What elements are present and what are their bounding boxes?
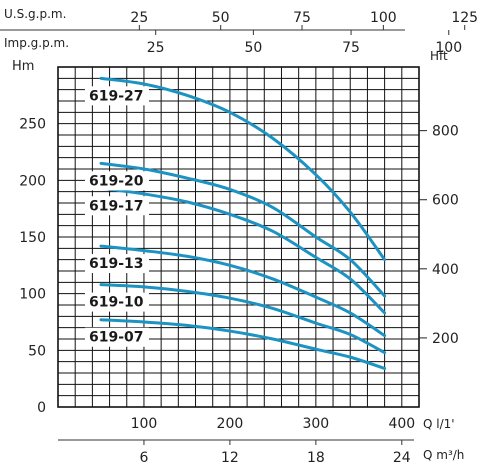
bottom-tick-label-m3h: 12 bbox=[221, 450, 239, 466]
top-tick-label-usgpm: 125 bbox=[451, 10, 478, 26]
curve-label-619-20: 619-20 bbox=[84, 171, 149, 191]
curve-619-27 bbox=[99, 76, 387, 262]
curve-label-text: 619-27 bbox=[89, 88, 144, 104]
curve-label-619-10: 619-10 bbox=[84, 292, 149, 312]
curve-619-13 bbox=[99, 244, 387, 338]
top-tick-label-impgpm: 50 bbox=[244, 40, 262, 56]
curves-layer bbox=[99, 76, 387, 370]
curve-label-box bbox=[84, 86, 149, 106]
top-tick-label-usgpm: 50 bbox=[212, 10, 230, 26]
curve-label-619-27: 619-27 bbox=[84, 86, 149, 106]
curve-label-text: 619-10 bbox=[89, 295, 144, 311]
y-tick-label: 200 bbox=[19, 173, 46, 189]
top-tick-label-usgpm: 25 bbox=[130, 10, 148, 26]
y-tick-label: 100 bbox=[19, 287, 46, 303]
curve-label-text: 619-20 bbox=[89, 173, 144, 189]
right-tick-label: 600 bbox=[432, 193, 459, 209]
curve-619-20 bbox=[99, 161, 387, 298]
curve-label-box bbox=[84, 196, 149, 216]
curve-label-box bbox=[84, 254, 149, 274]
curve-label-text: 619-17 bbox=[89, 198, 144, 214]
x-tick-label: 200 bbox=[217, 416, 244, 432]
plot-frame bbox=[57, 66, 420, 408]
curve-label-box bbox=[84, 292, 149, 312]
curve-619-10 bbox=[99, 283, 387, 355]
x-tick-label: 300 bbox=[302, 416, 329, 432]
curve-619-17 bbox=[99, 186, 387, 315]
y-tick-label: 50 bbox=[28, 343, 46, 359]
y-axis-label: Hm bbox=[12, 59, 34, 74]
bottom-axis-label-m3h: Q m³/h bbox=[423, 448, 464, 462]
y-tick-label: 0 bbox=[37, 400, 46, 416]
right-axis-label: Hft bbox=[430, 49, 448, 63]
right-tick-label: 400 bbox=[432, 262, 459, 278]
top-tick-label-impgpm: 100 bbox=[435, 40, 462, 56]
curve-label-619-13: 619-13 bbox=[84, 254, 149, 274]
right-tick-label: 200 bbox=[432, 331, 459, 347]
curve-label-text: 619-07 bbox=[89, 330, 144, 346]
bottom-tick-label-m3h: 18 bbox=[307, 450, 325, 466]
x-tick-label: 400 bbox=[388, 416, 415, 432]
curve-label-619-07: 619-07 bbox=[84, 327, 149, 347]
x-tick-label: 100 bbox=[131, 416, 158, 432]
curve-label-box bbox=[84, 171, 149, 191]
top-tick-label-usgpm: 75 bbox=[293, 10, 311, 26]
top-tick-label-impgpm: 75 bbox=[342, 40, 360, 56]
top-axis-label-usgpm: U.S.g.p.m. bbox=[4, 7, 66, 21]
y-tick-label: 250 bbox=[19, 117, 46, 133]
top-tick-label-impgpm: 25 bbox=[147, 40, 165, 56]
right-tick-label: 800 bbox=[432, 124, 459, 140]
x-axis-label: Q l/1' bbox=[423, 417, 455, 431]
bottom-tick-label-m3h: 6 bbox=[139, 450, 148, 466]
curve-label-619-17: 619-17 bbox=[84, 196, 149, 216]
curve-619-07 bbox=[99, 318, 387, 370]
axes-layer: Hm 0 50 100 150 200 250 Hft 200 400 600 800 U.S.g.p.… bbox=[0, 7, 478, 466]
bottom-tick-label-m3h: 24 bbox=[393, 450, 411, 466]
top-axis-label-impgpm: Imp.g.p.m. bbox=[4, 36, 69, 50]
curve-label-text: 619-13 bbox=[89, 256, 144, 272]
curve-label-box bbox=[84, 327, 149, 347]
y-tick-label: 150 bbox=[19, 230, 46, 246]
top-tick-label-usgpm: 100 bbox=[370, 10, 397, 26]
labels-layer: 619-27 619-20 619-17 619-13 619-10 619-07 bbox=[84, 86, 149, 347]
